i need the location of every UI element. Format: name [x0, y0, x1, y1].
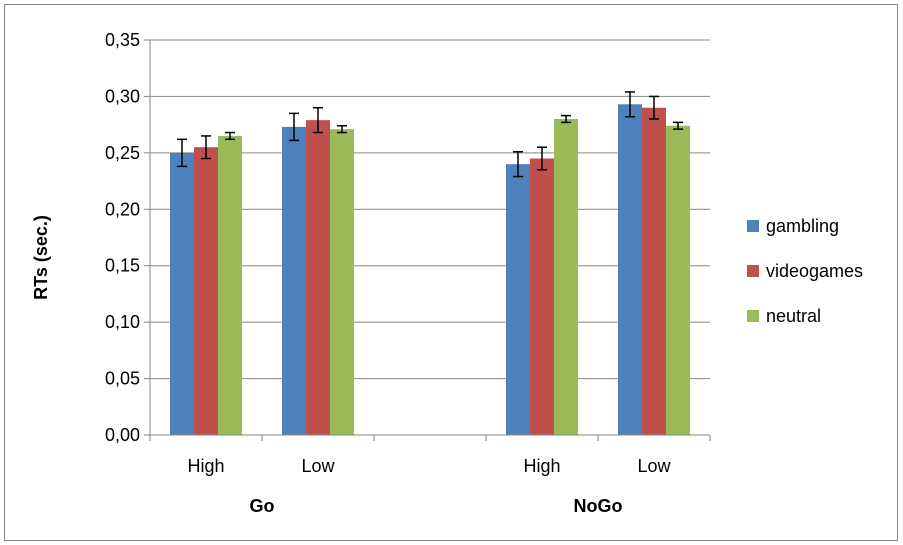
y-tick-label: 0,15 [105, 256, 140, 276]
bar-gambling [170, 152, 194, 435]
y-tick-label: 0,00 [105, 425, 140, 445]
bar-gambling [618, 104, 642, 435]
bar-videogames [642, 107, 666, 435]
bar-chart: 0,00 0,05 0,10 0,15 0,20 0,25 0,30 0,35 High Low… [31, 30, 863, 516]
bars [170, 104, 690, 436]
y-tick-label: 0,35 [105, 30, 140, 50]
x-tick-label: Low [637, 456, 671, 476]
bar-videogames [194, 147, 218, 435]
legend-swatch-neutral [747, 310, 759, 322]
legend-label-neutral: neutral [766, 306, 821, 326]
legend-label-videogames: videogames [766, 261, 863, 281]
y-tick-label: 0,30 [105, 86, 140, 106]
x-tick-label: Low [301, 456, 335, 476]
bar-neutral [218, 135, 242, 435]
x-axis-labels: High Low High Low Go NoGo [187, 456, 671, 516]
bar-neutral [554, 119, 578, 435]
group-label: NoGo [574, 496, 623, 516]
y-tick-label: 0,05 [105, 369, 140, 389]
bar-gambling [282, 126, 306, 436]
x-tick-label: High [523, 456, 560, 476]
bar-neutral [330, 129, 354, 435]
bar-neutral [666, 125, 690, 436]
bar-videogames [530, 158, 554, 435]
bar-gambling [506, 164, 530, 435]
legend-label-gambling: gambling [766, 216, 839, 236]
y-axis-label: RTs (sec.) [31, 215, 51, 300]
gridlines [150, 39, 710, 380]
error-bars [177, 91, 683, 178]
bar-videogames [306, 120, 330, 435]
x-tick-label: High [187, 456, 224, 476]
chart-frame: 0,00 0,05 0,10 0,15 0,20 0,25 0,30 0,35 High Low… [4, 4, 898, 541]
legend-swatch-gambling [747, 220, 759, 232]
y-axis-ticks: 0,00 0,05 0,10 0,15 0,20 0,25 0,30 0,35 [105, 30, 150, 445]
group-label: Go [250, 496, 275, 516]
y-tick-label: 0,10 [105, 312, 140, 332]
axes [149, 40, 711, 441]
legend-swatch-videogames [747, 265, 759, 277]
legend: gambling videogames neutral [747, 216, 863, 326]
y-tick-label: 0,25 [105, 143, 140, 163]
y-tick-label: 0,20 [105, 199, 140, 219]
